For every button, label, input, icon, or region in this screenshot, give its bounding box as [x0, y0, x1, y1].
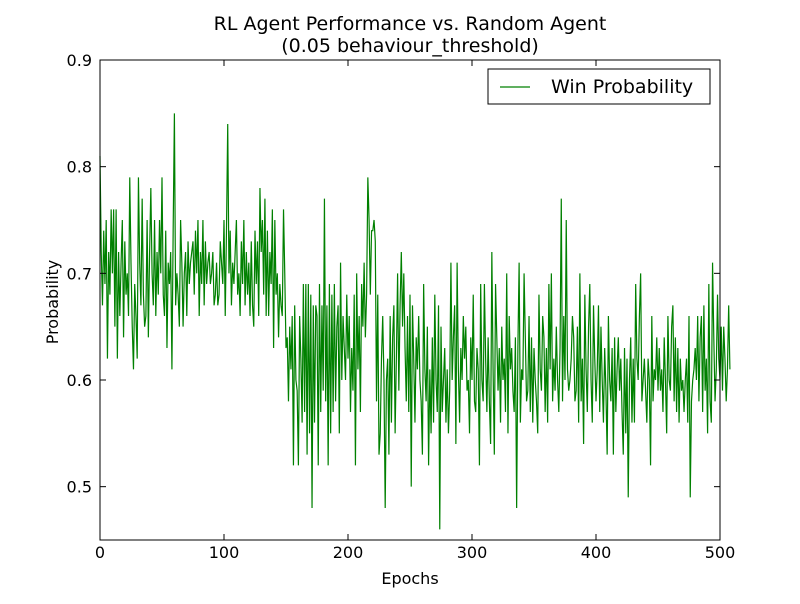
plot-area: 0 100 200 300 400 500 0.5 0.6 0.7 0.8 0.9 — [67, 51, 736, 562]
x-tick-label: 300 — [457, 543, 488, 562]
chart-title: RL Agent Performance vs. Random Agent — [214, 13, 607, 35]
y-tick-label: 0.7 — [67, 264, 92, 283]
y-tick-label: 0.6 — [67, 371, 92, 390]
x-tick-label: 200 — [333, 543, 364, 562]
legend-label-win-probability: Win Probability — [551, 76, 693, 98]
x-tick-label: 0 — [95, 543, 105, 562]
x-tick-label: 100 — [209, 543, 240, 562]
chart-subtitle: (0.05 behaviour_threshold) — [281, 35, 539, 57]
y-axis-label: Probability — [43, 260, 62, 345]
series-line-win-probability — [99, 113, 731, 530]
legend: Win Probability — [487, 68, 711, 105]
x-axis-label: Epochs — [381, 569, 438, 588]
y-tick-label: 0.5 — [67, 478, 92, 497]
y-tick-label: 0.9 — [67, 51, 92, 70]
x-tick-label: 400 — [581, 543, 612, 562]
y-tick-label: 0.8 — [67, 158, 92, 177]
x-tick-label: 500 — [705, 543, 736, 562]
plot-frame — [99, 59, 721, 541]
